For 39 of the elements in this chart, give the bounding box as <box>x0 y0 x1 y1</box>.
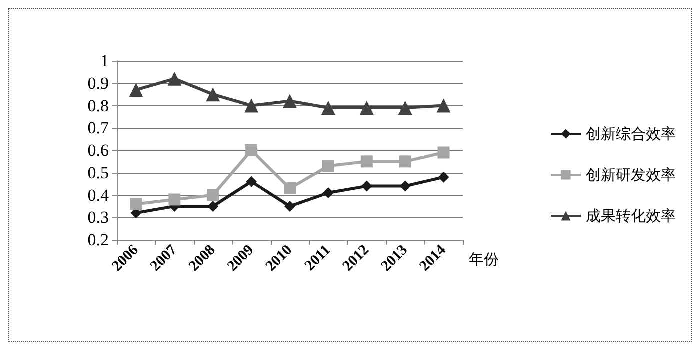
point <box>398 100 412 115</box>
point <box>283 94 297 108</box>
point <box>284 200 296 212</box>
point <box>206 88 220 102</box>
y-tick-label: 0.6 <box>88 141 109 160</box>
y-tick-label: 0.3 <box>88 208 109 228</box>
point <box>438 146 450 159</box>
point <box>284 182 296 195</box>
point <box>400 180 411 192</box>
legend-label: 创新研发效率 <box>586 166 676 184</box>
point <box>246 144 258 156</box>
x-tick-label: 2011 <box>302 242 334 274</box>
point <box>244 98 259 113</box>
point <box>322 160 334 172</box>
point <box>360 156 373 168</box>
point <box>361 180 372 192</box>
point <box>436 98 451 113</box>
point <box>130 198 142 210</box>
point <box>208 200 219 212</box>
y-tick-label: 1 <box>100 52 109 70</box>
point <box>360 100 374 115</box>
y-tick-label: 0.9 <box>88 74 109 93</box>
y-tick-label: 0.8 <box>88 96 109 116</box>
point <box>168 72 182 86</box>
y-tick-label: 0.7 <box>88 118 110 138</box>
point <box>129 83 144 98</box>
point <box>322 188 334 199</box>
point <box>207 189 220 202</box>
y-tick-label: 0.5 <box>88 163 109 182</box>
point <box>399 156 412 168</box>
y-tick-label: 0.2 <box>88 230 109 250</box>
point <box>321 100 336 115</box>
x-axis-title: 年份 <box>469 250 499 268</box>
point <box>168 194 181 206</box>
y-tick-label: 0.4 <box>88 186 110 205</box>
point <box>246 176 258 188</box>
legend-label: 创新综合效率 <box>586 125 676 143</box>
legend-label: 成果转化效率 <box>586 207 676 225</box>
point <box>438 172 450 183</box>
